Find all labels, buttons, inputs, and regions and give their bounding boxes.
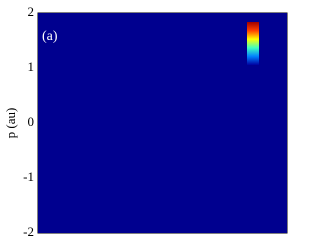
panel-label: (a): [42, 29, 58, 44]
y-tick-label: 2: [28, 4, 35, 19]
chart: 2 1 0 -1 -2 (a) p (au): [3, 4, 288, 239]
y-axis-label: p (au): [3, 108, 18, 139]
background: [38, 13, 287, 233]
y-tick-label: 1: [28, 59, 35, 74]
y-tick-label: 0: [28, 114, 35, 129]
y-tick-label: -1: [23, 169, 34, 184]
colorbar: [247, 22, 259, 65]
y-tick-label: -2: [23, 224, 34, 239]
